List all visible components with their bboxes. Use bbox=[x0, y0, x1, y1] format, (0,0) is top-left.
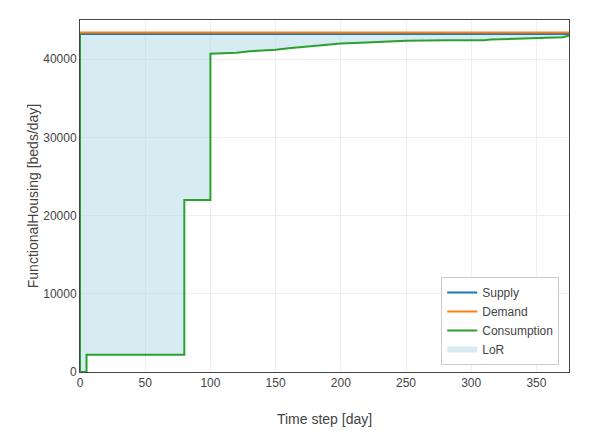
svg-text:250: 250 bbox=[396, 376, 416, 390]
svg-text:30000: 30000 bbox=[43, 131, 77, 145]
svg-text:350: 350 bbox=[526, 376, 546, 390]
svg-text:20000: 20000 bbox=[43, 209, 77, 223]
svg-text:FunctionalHousing [beds/day]: FunctionalHousing [beds/day] bbox=[25, 104, 41, 288]
svg-text:40000: 40000 bbox=[43, 52, 77, 66]
svg-text:0: 0 bbox=[77, 376, 84, 390]
svg-text:150: 150 bbox=[266, 376, 286, 390]
svg-text:10000: 10000 bbox=[43, 287, 77, 301]
svg-text:Consumption: Consumption bbox=[482, 324, 553, 338]
svg-text:100: 100 bbox=[200, 376, 220, 390]
svg-text:Time step [day]: Time step [day] bbox=[277, 411, 372, 427]
svg-text:300: 300 bbox=[461, 376, 481, 390]
svg-text:Supply: Supply bbox=[482, 286, 519, 300]
svg-text:50: 50 bbox=[139, 376, 153, 390]
svg-text:Demand: Demand bbox=[482, 305, 527, 319]
svg-text:LoR: LoR bbox=[482, 343, 504, 357]
svg-text:200: 200 bbox=[331, 376, 351, 390]
svg-text:0: 0 bbox=[70, 365, 77, 379]
